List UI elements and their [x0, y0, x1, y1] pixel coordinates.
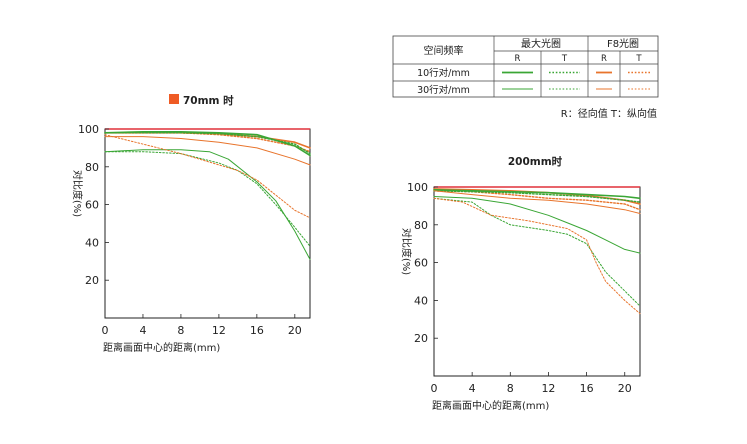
- mtf-series-line: [433, 197, 641, 307]
- mtf-series-line: [433, 190, 641, 203]
- mtf-series-line: [104, 131, 311, 157]
- x-tick-label: 12: [541, 382, 555, 395]
- legend-row-30lp: 30行对/mm: [417, 84, 470, 96]
- x-tick-label: 20: [618, 382, 632, 395]
- plot-frame: [433, 186, 641, 377]
- mtf-series-line: [104, 132, 311, 155]
- legend-border: [392, 35, 659, 98]
- legend-header-max-aperture: 最大光圈: [521, 37, 561, 50]
- x-tick-label: 16: [580, 382, 594, 395]
- x-tick-label: 4: [469, 382, 476, 395]
- mtf-series-line: [104, 136, 311, 166]
- y-tick-label: 20: [414, 332, 428, 345]
- y-axis-label: 对比度(%): [400, 228, 413, 275]
- legend-footnote: R：径向值 T：纵向值: [561, 107, 657, 120]
- x-tick-label: 8: [507, 382, 514, 395]
- chart-title: 200mm时: [508, 155, 563, 168]
- legend-subheader: R: [601, 54, 607, 64]
- legend-header-f8-aperture: F8光圈: [607, 37, 639, 50]
- y-tick-label: 100: [78, 123, 99, 136]
- legend-subheader: T: [561, 54, 568, 64]
- y-tick-label: 60: [414, 257, 428, 270]
- x-tick-label: 4: [139, 324, 146, 337]
- x-tick-label: 16: [250, 324, 264, 337]
- y-axis-label: 对比度(%): [71, 170, 84, 217]
- mtf-series-line: [433, 189, 641, 200]
- y-tick-label: 80: [85, 161, 99, 174]
- x-tick-label: 8: [177, 324, 184, 337]
- y-tick-label: 80: [414, 219, 428, 232]
- chart-title: 70mm 时: [183, 94, 234, 107]
- x-tick-label: 0: [431, 382, 438, 395]
- y-tick-label: 40: [85, 236, 99, 249]
- y-tick-label: 40: [414, 294, 428, 307]
- x-tick-label: 0: [102, 324, 109, 337]
- mtf-series-line: [433, 197, 641, 315]
- x-tick-label: 12: [212, 324, 226, 337]
- mtf-series-line: [433, 190, 641, 214]
- y-tick-label: 20: [85, 274, 99, 287]
- mtf-series-line: [104, 149, 311, 260]
- mtf-series-line: [433, 196, 641, 254]
- mtf-series-line: [104, 134, 311, 219]
- title-marker-square: [169, 94, 179, 104]
- x-axis-label: 距离画面中心的距离(mm): [432, 399, 549, 412]
- plot-frame: [104, 128, 311, 319]
- legend-header-frequency: 空间频率: [424, 44, 464, 57]
- x-axis-label: 距离画面中心的距离(mm): [103, 341, 220, 354]
- legend-subheader: R: [515, 54, 521, 64]
- legend-subheader: T: [635, 54, 642, 64]
- y-tick-label: 100: [407, 181, 428, 194]
- mtf-chart-2: 200mm时 20 40 60 80 100 0 4 8 12 16 20 距离画面中心的距离(mm) 对…: [400, 155, 641, 412]
- y-tick-label: 60: [85, 199, 99, 212]
- mtf-chart-1: 70mm 时 20 40 60 80 100 0 4 8 12 16 20 距离画面中心的距离(mm) 对…: [71, 94, 311, 354]
- legend-row-10lp: 10行对/mm: [417, 67, 470, 79]
- mtf-series-line: [104, 151, 311, 247]
- x-tick-label: 20: [288, 324, 302, 337]
